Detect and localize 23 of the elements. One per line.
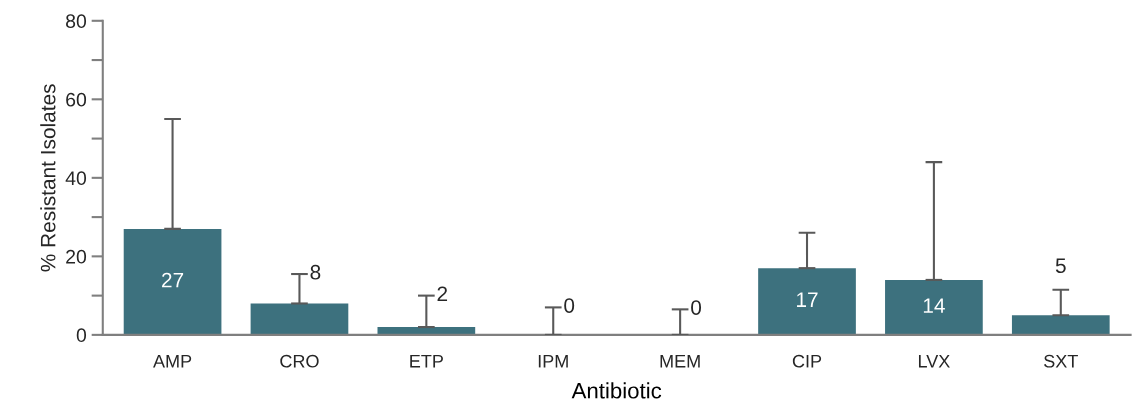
data-label: 8 [310, 264, 321, 280]
x-tick-label: LVX [918, 354, 950, 368]
x-tick-label: MEM [660, 354, 700, 368]
data-label: 17 [797, 292, 818, 307]
data-label: 0 [564, 298, 575, 313]
x-tick-label: ETP [410, 354, 443, 368]
y-tick-label: 40 [65, 171, 87, 186]
y-tick-label: 20 [66, 249, 87, 264]
x-axis-title: Antibiotic [571, 382, 662, 399]
y-tick-label: 80 [66, 14, 87, 29]
x-tick-label: AMP [153, 354, 192, 368]
x-tick-label: SXT [1044, 354, 1078, 368]
y-tick-label: 0 [76, 328, 87, 343]
data-label: 5 [1055, 258, 1066, 274]
x-tick-label: CRO [280, 354, 319, 368]
y-tick-label: 60 [66, 92, 87, 107]
x-tick-label: CIP [792, 354, 822, 368]
data-label: 14 [923, 298, 945, 313]
data-label: 0 [691, 300, 702, 315]
y-axis-title: % Resistant Isolates [40, 84, 56, 272]
x-tick-label: IPM [538, 354, 568, 368]
data-label: 27 [162, 272, 184, 288]
data-label: 2 [437, 286, 448, 302]
